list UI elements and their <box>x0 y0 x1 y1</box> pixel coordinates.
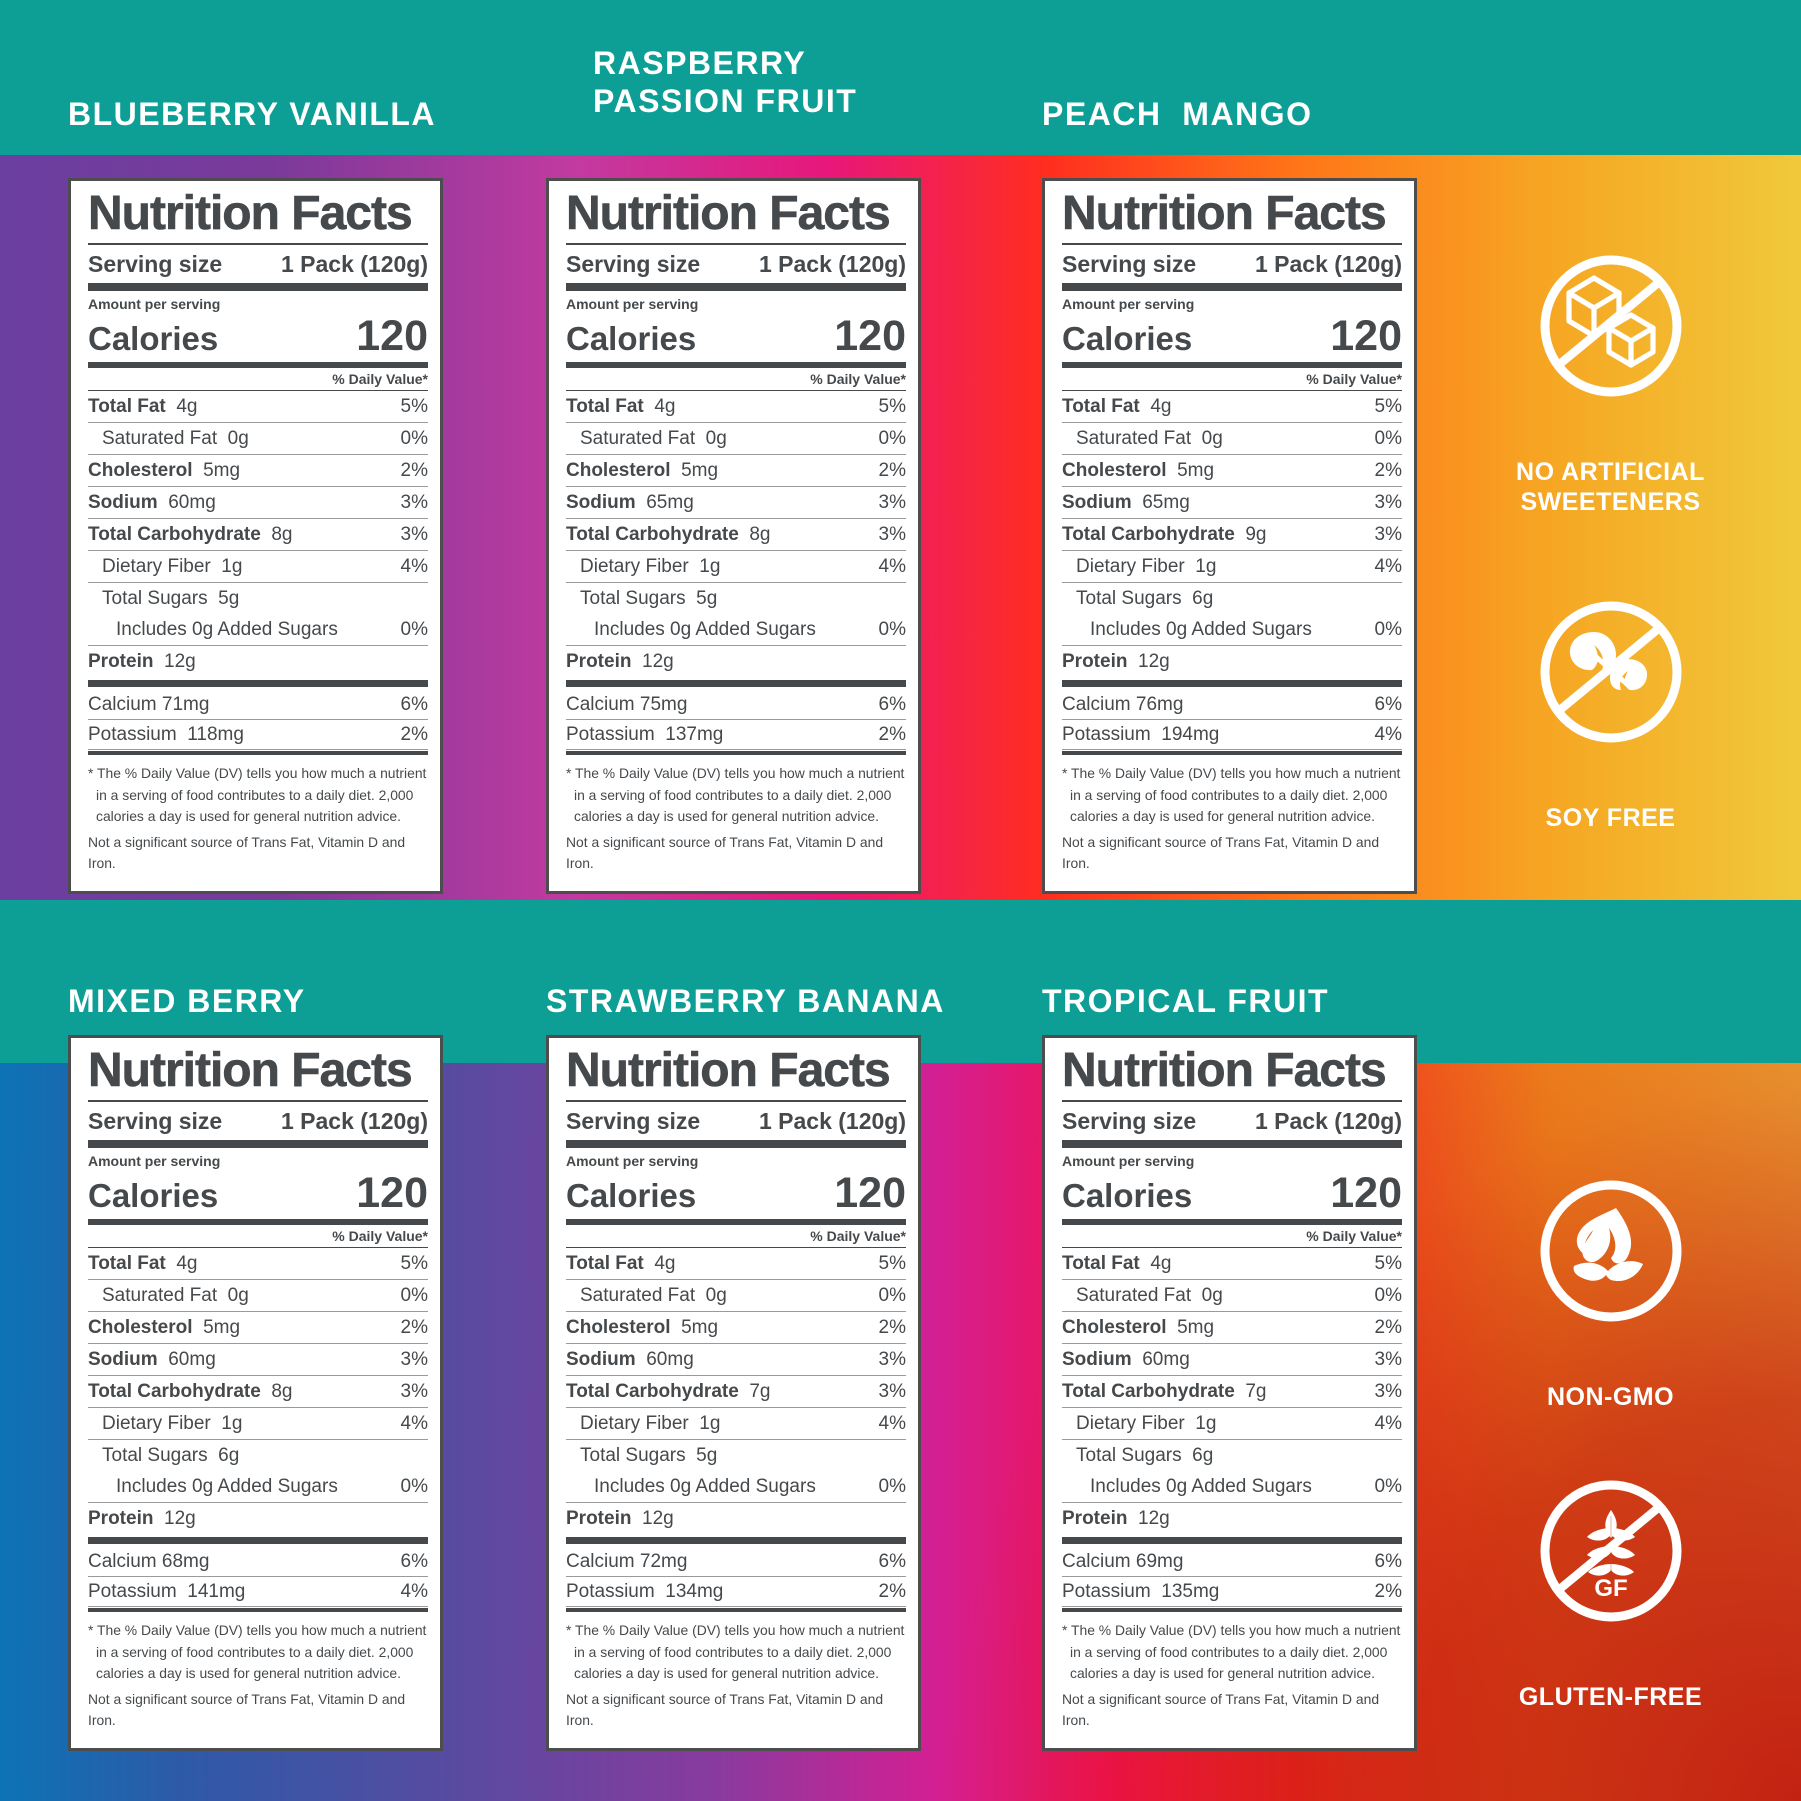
svg-text:GF: GF <box>1594 1575 1627 1602</box>
